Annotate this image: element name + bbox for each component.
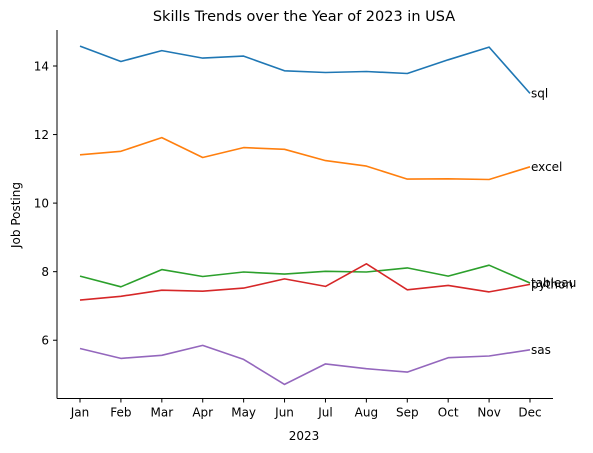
- series-line-python: [79, 262, 531, 301]
- y-tick-label: 6: [41, 334, 49, 348]
- x-axis-label: 2023: [289, 429, 320, 443]
- y-tick-label: 8: [41, 265, 49, 279]
- y-axis-label: Job Posting: [9, 182, 23, 249]
- x-tick-label: Mar: [150, 406, 173, 420]
- y-tick-label: 14: [34, 59, 49, 73]
- x-tick-label: Sep: [396, 406, 419, 420]
- series-label-sas: sas: [531, 343, 551, 357]
- x-tick-label: May: [231, 406, 256, 420]
- chart-title: Skills Trends over the Year of 2023 in U…: [153, 9, 455, 25]
- series-line-tableau: [79, 264, 531, 288]
- x-tick-label: Nov: [477, 406, 500, 420]
- series-line-excel: [79, 136, 531, 181]
- y-tick-label: 12: [34, 128, 49, 142]
- series-label-tableau: tableau: [531, 276, 576, 290]
- x-tick-label: Jun: [274, 406, 294, 420]
- x-tick-label: Apr: [192, 406, 213, 420]
- x-tick-label: Dec: [518, 406, 541, 420]
- x-tick-label: Jul: [317, 406, 332, 420]
- series-label-excel: excel: [531, 160, 562, 174]
- series-label-python: python: [531, 277, 573, 291]
- x-tick-label: Oct: [438, 406, 459, 420]
- series-line-sas: [79, 344, 531, 386]
- x-tick-label: Feb: [110, 406, 131, 420]
- x-tick-label: Jan: [70, 406, 90, 420]
- series-label-sql: sql: [531, 86, 548, 100]
- y-tick-label: 10: [34, 197, 49, 211]
- x-tick-label: Aug: [355, 406, 378, 420]
- series-line-sql: [79, 45, 531, 94]
